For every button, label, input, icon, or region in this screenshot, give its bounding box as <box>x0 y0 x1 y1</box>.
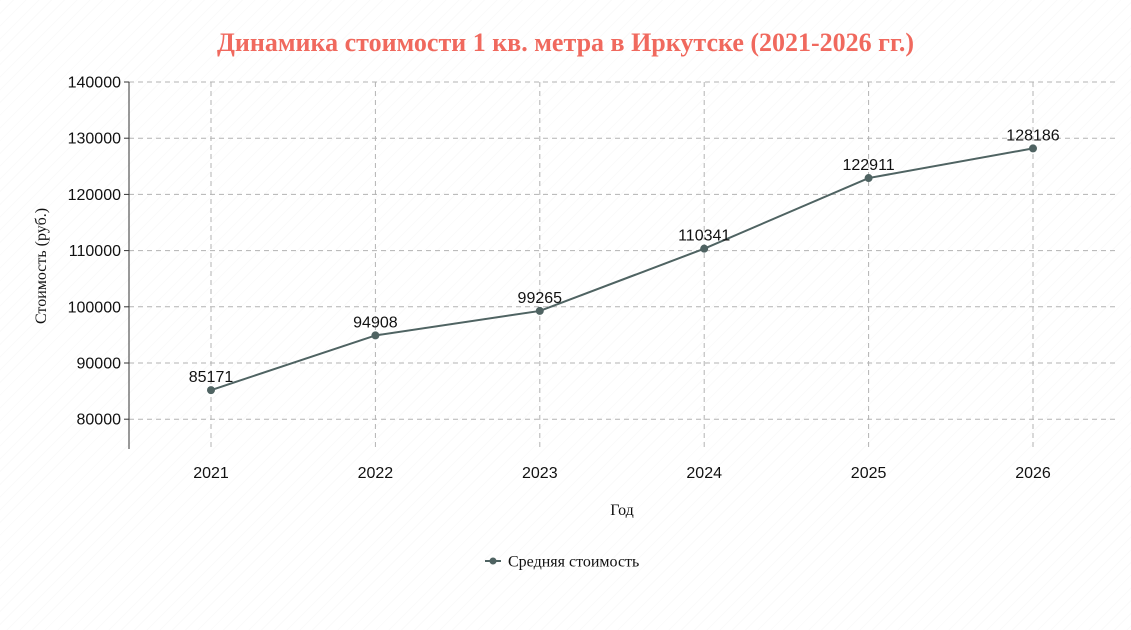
x-axis-title: Год <box>610 502 634 519</box>
data-points <box>207 144 1037 395</box>
series-lines <box>210 147 1034 392</box>
y-tick-label: 80000 <box>77 412 122 429</box>
data-point <box>1029 144 1037 153</box>
data-point <box>535 306 544 315</box>
data-label: 99265 <box>518 290 563 307</box>
data-point <box>700 244 709 253</box>
data-label: 94908 <box>353 314 398 331</box>
x-tick-label: 2023 <box>522 465 558 482</box>
data-point <box>864 174 873 183</box>
x-tick-label: 2021 <box>193 465 229 482</box>
x-tick-label: 2024 <box>686 465 722 482</box>
x-tick-label: 2022 <box>358 465 394 482</box>
data-labels: 85171 94908 99265 110341 122911 128186 <box>189 127 1060 386</box>
y-tick-label: 110000 <box>69 243 121 260</box>
data-label: 128186 <box>1006 127 1059 144</box>
data-point <box>207 386 215 395</box>
y-tick-label: 100000 <box>68 299 121 316</box>
legend-marker <box>489 557 497 565</box>
series-line <box>210 147 1034 392</box>
y-tick-label: 90000 <box>77 356 122 373</box>
chart-title: Динамика стоимости 1 кв. метра в Иркутск… <box>216 28 915 57</box>
y-tick-label: 130000 <box>68 131 121 148</box>
x-tick-label: 2025 <box>851 465 887 482</box>
legend: Средняя стоимость <box>485 554 639 571</box>
y-tick-label: 120000 <box>68 187 121 204</box>
y-axis-title: Стоимость (руб.) <box>33 208 50 324</box>
data-label: 85171 <box>189 369 234 386</box>
x-tick-label: 2026 <box>1015 465 1051 482</box>
legend-label: Средняя стоимость <box>508 554 639 571</box>
data-label: 122911 <box>842 157 894 174</box>
data-label: 110341 <box>678 228 730 245</box>
grid-lines <box>129 81 1115 449</box>
data-point <box>371 331 380 340</box>
axes <box>124 81 130 449</box>
tick-labels: 80000 90000 100000 110000 120000 130000 140000… <box>68 75 1051 483</box>
y-tick-label: 140000 <box>68 75 121 92</box>
